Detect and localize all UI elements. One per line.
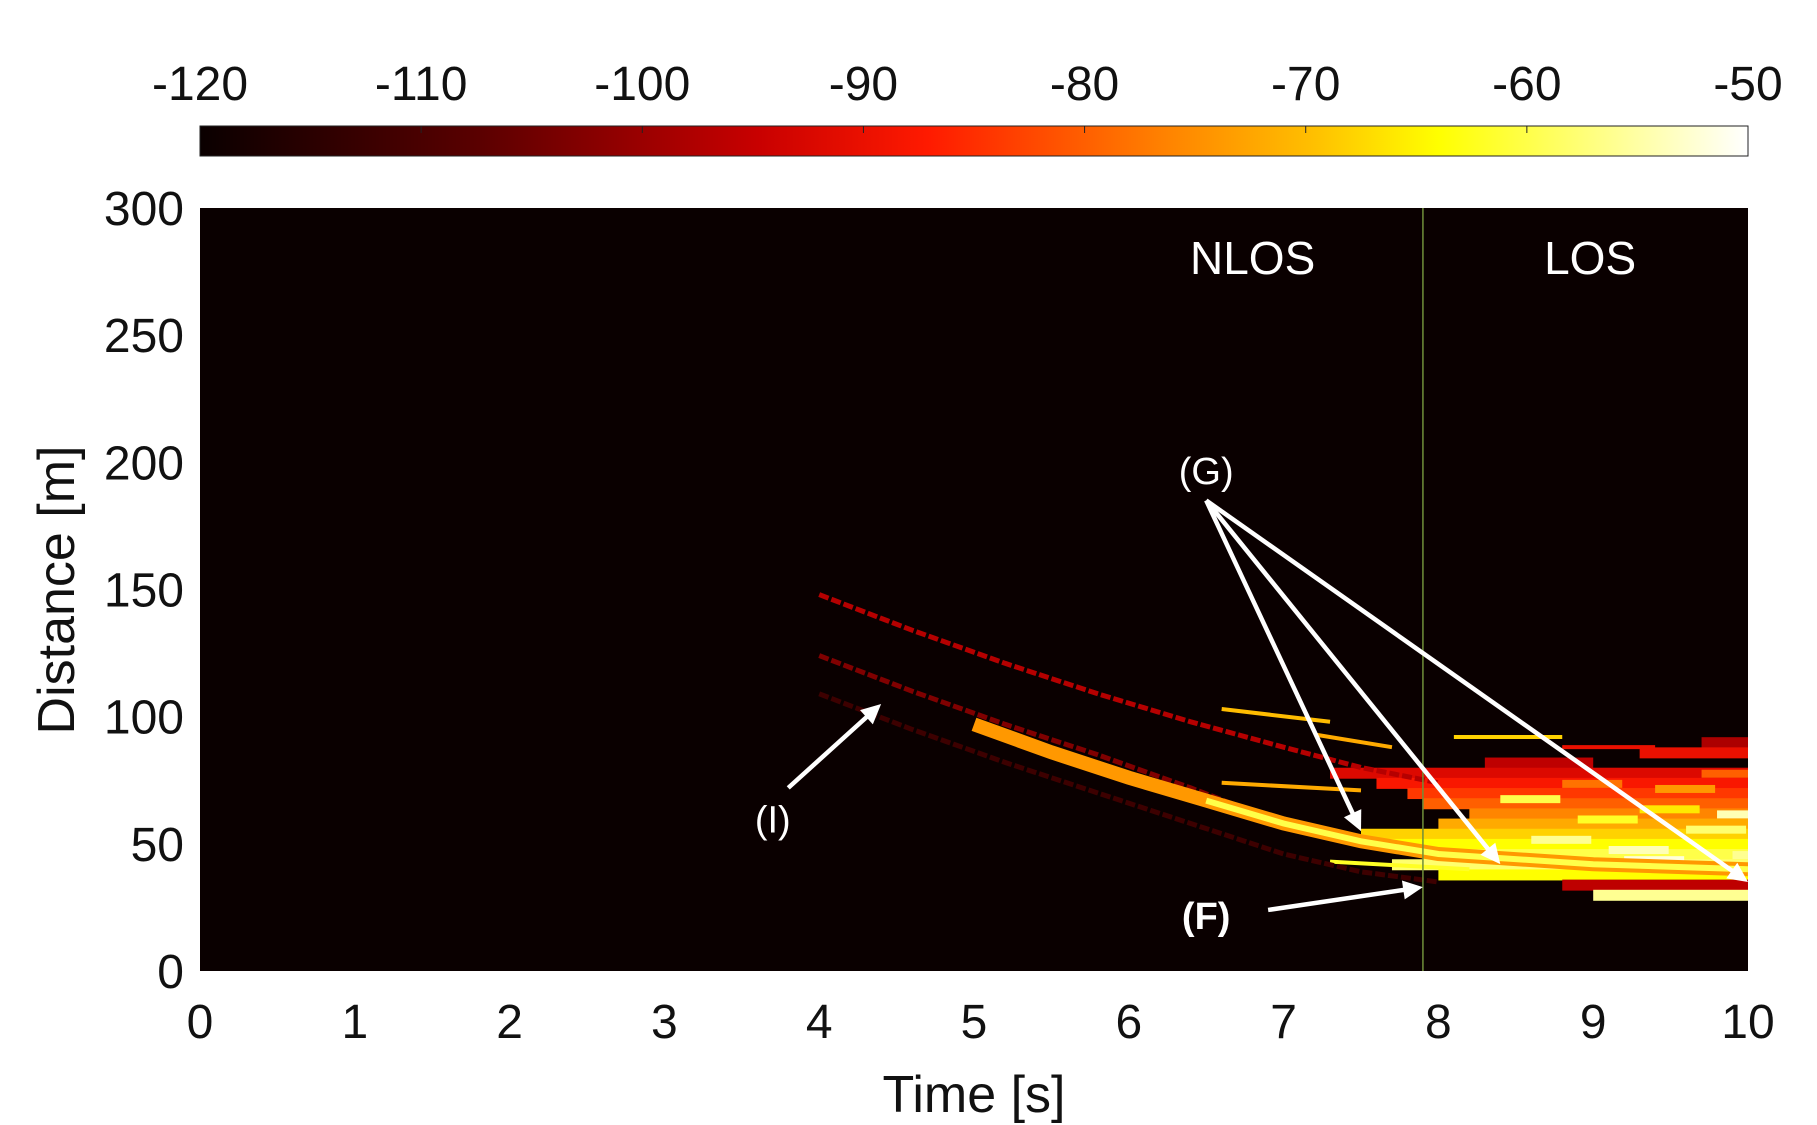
y-tick-label: 0 bbox=[157, 946, 184, 999]
x-tick-label: 10 bbox=[1721, 996, 1774, 1049]
x-tick-label: 3 bbox=[651, 996, 678, 1049]
heatmap-streak bbox=[1221, 780, 1362, 793]
x-tick-label: 7 bbox=[1270, 996, 1297, 1049]
annotation-arrow-shaft bbox=[1267, 886, 1412, 913]
heatmap-cell bbox=[1701, 769, 1748, 778]
annotation-label: (I) bbox=[755, 799, 791, 841]
heatmap-layer bbox=[818, 592, 1748, 901]
colorbar-bar bbox=[199, 125, 1749, 157]
y-tick-label: 300 bbox=[104, 183, 184, 236]
x-axis-label: Time [s] bbox=[883, 1066, 1066, 1124]
heatmap-cell bbox=[1593, 889, 1748, 901]
y-axis-label: Distance [m] bbox=[28, 446, 86, 735]
colorbar-tick-label: -100 bbox=[594, 58, 690, 111]
colorbar-tick-label: -80 bbox=[1050, 58, 1119, 111]
heatmap-cell bbox=[1438, 869, 1748, 881]
region-label-nlos: NLOS bbox=[1190, 232, 1315, 284]
heatmap-cell bbox=[1469, 808, 1748, 820]
annotation-label: (F) bbox=[1182, 896, 1231, 938]
annotation-arrow-head bbox=[1726, 862, 1748, 882]
region-label-los: LOS bbox=[1544, 232, 1636, 284]
annotation-arrow-head bbox=[860, 703, 882, 725]
heatmap-cell bbox=[1655, 784, 1716, 793]
bright-trace-core bbox=[1205, 797, 1748, 873]
annotation-arrow-head bbox=[1480, 842, 1501, 865]
y-tick-label: 200 bbox=[104, 437, 184, 490]
annotation-arrow-head bbox=[1401, 880, 1423, 900]
heatmap-cell bbox=[1717, 810, 1748, 819]
heatmap-cell bbox=[1361, 828, 1748, 840]
annotation-arrow-shaft bbox=[1204, 498, 1740, 877]
x-tick-label: 2 bbox=[496, 996, 523, 1049]
colorbar-tick-label: -70 bbox=[1271, 58, 1340, 111]
heatmap-cell bbox=[1422, 798, 1748, 810]
lower-trace bbox=[818, 691, 1439, 885]
colorbar-tick-label: -120 bbox=[152, 58, 248, 111]
heatmap-cell bbox=[1732, 851, 1748, 860]
heatmap-cell bbox=[1422, 849, 1748, 861]
x-tick-label: 9 bbox=[1580, 996, 1607, 1049]
heatmap-cell bbox=[1562, 779, 1623, 788]
x-tick-label: 5 bbox=[961, 996, 988, 1049]
heatmap-cell bbox=[1330, 767, 1748, 779]
y-tick-label: 250 bbox=[104, 310, 184, 363]
annotation-arrow-shaft bbox=[1204, 499, 1358, 822]
colorbar-tick-label: -50 bbox=[1713, 58, 1782, 111]
heatmap-cell bbox=[1639, 747, 1748, 759]
heatmap-cell bbox=[1531, 835, 1592, 844]
heatmap-cell bbox=[1686, 825, 1747, 834]
heatmap-cell bbox=[1577, 815, 1638, 824]
colorbar: -120 -110 -100 -90 -80 -70 -60 -50 bbox=[152, 58, 1783, 157]
heatmap-cell bbox=[1376, 838, 1748, 850]
x-tick-label: 6 bbox=[1115, 996, 1142, 1049]
x-tick-label: 1 bbox=[341, 996, 368, 1049]
y-tick-label: 100 bbox=[104, 692, 184, 745]
upper-trace bbox=[818, 592, 1439, 786]
annotation-arrow-head bbox=[1343, 809, 1362, 832]
annotation-arrow-shaft bbox=[1204, 499, 1495, 857]
heatmap-cell bbox=[1701, 737, 1748, 749]
heatmap-cell bbox=[1407, 788, 1748, 800]
colorbar-tick-label: -60 bbox=[1492, 58, 1561, 111]
y-tick-label: 50 bbox=[131, 819, 184, 872]
annotation-arrow-shaft bbox=[786, 710, 874, 790]
x-tick-label: 4 bbox=[806, 996, 833, 1049]
y-tick-label: 150 bbox=[104, 565, 184, 618]
heatmap-cell bbox=[1484, 757, 1594, 769]
colorbar-tick-label: -90 bbox=[829, 58, 898, 111]
x-tick-label: 0 bbox=[187, 996, 214, 1049]
x-tick-label: 8 bbox=[1425, 996, 1452, 1049]
heatmap-cell bbox=[1500, 795, 1561, 804]
colorbar-tick-label: -110 bbox=[375, 58, 468, 111]
heatmap-cell bbox=[1639, 805, 1700, 814]
heatmap-cell bbox=[1608, 846, 1669, 855]
annotation-label: (G) bbox=[1179, 451, 1234, 493]
heatmap-cell bbox=[1562, 879, 1748, 891]
heatmap-streak bbox=[1329, 859, 1470, 872]
heatmap-streak bbox=[1221, 707, 1331, 724]
colorbar-ticks: -120 -110 -100 -90 -80 -70 -60 -50 bbox=[152, 58, 1783, 133]
annotation-layer: NLOS LOS (I) (G) (F) bbox=[755, 208, 1748, 971]
heatmap-streak bbox=[1314, 732, 1393, 750]
heatmap-cell bbox=[1438, 818, 1748, 830]
